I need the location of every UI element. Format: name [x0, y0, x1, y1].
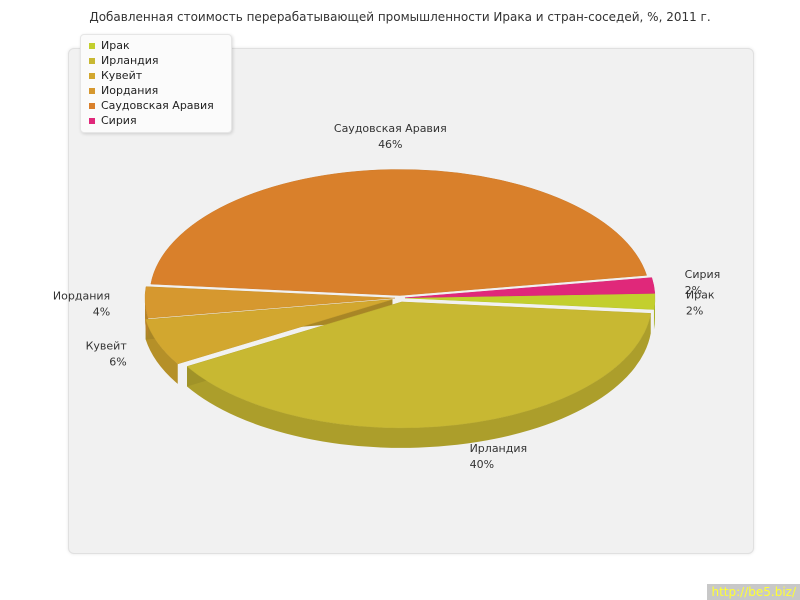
slice-label-name: Кувейт	[86, 339, 128, 352]
slice-label-value: 40%	[470, 458, 494, 471]
legend-item[interactable]: Ирландия	[81, 53, 231, 68]
legend-label: Ирландия	[101, 54, 159, 67]
legend: Ирак Ирландия Кувейт Иордания Саудовская Ара…	[80, 34, 232, 133]
pie-slice-side	[187, 313, 651, 448]
legend-item[interactable]: Саудовская Аравия	[81, 98, 231, 113]
pie-slice-side	[145, 319, 178, 384]
slice-label-name: Ирландия	[470, 442, 528, 455]
watermark: http://be5.biz/	[707, 584, 800, 600]
pie-slice[interactable]	[150, 169, 647, 296]
pie-slice[interactable]	[404, 277, 656, 299]
slice-label-value: 6%	[109, 355, 126, 368]
legend-swatch	[89, 72, 95, 79]
chart-title: Добавленная стоимость перерабатывающей п…	[89, 10, 711, 24]
legend-item[interactable]: Ирак	[81, 38, 231, 53]
slice-label-name: Иордания	[53, 290, 110, 303]
pie-tops	[144, 169, 656, 429]
legend-swatch	[89, 117, 95, 124]
legend-swatch	[89, 87, 95, 94]
slice-label-value: 2%	[686, 305, 703, 318]
legend-label: Кувейт	[101, 69, 143, 82]
legend-item[interactable]: Кувейт	[81, 68, 231, 83]
legend-label: Саудовская Аравия	[101, 99, 214, 112]
slice-label-name: Сирия	[685, 268, 721, 281]
legend-item[interactable]: Сирия	[81, 113, 231, 128]
pie-slice-side	[145, 298, 149, 339]
legend-swatch	[89, 57, 95, 64]
pie-slice[interactable]	[186, 301, 652, 429]
slice-label-value: 46%	[378, 138, 402, 151]
pie-slice[interactable]	[144, 286, 396, 319]
pie-slice[interactable]	[145, 299, 393, 365]
legend-label: Иордания	[101, 84, 159, 97]
legend-swatch	[89, 42, 95, 49]
legend-label: Сирия	[101, 114, 137, 127]
slice-label-name: Ирак	[686, 289, 715, 302]
slice-label-value: 4%	[93, 306, 110, 319]
legend-swatch	[89, 102, 95, 109]
legend-label: Ирак	[101, 39, 130, 52]
pie-slice[interactable]	[404, 293, 656, 310]
legend-item[interactable]: Иордания	[81, 83, 231, 98]
slice-label-value: 2%	[685, 284, 702, 297]
pie-labels: Ирак2%Ирландия40%Кувейт6%Иордания4%Саудо…	[53, 122, 720, 471]
slice-label-name: Саудовская Аравия	[334, 122, 447, 135]
